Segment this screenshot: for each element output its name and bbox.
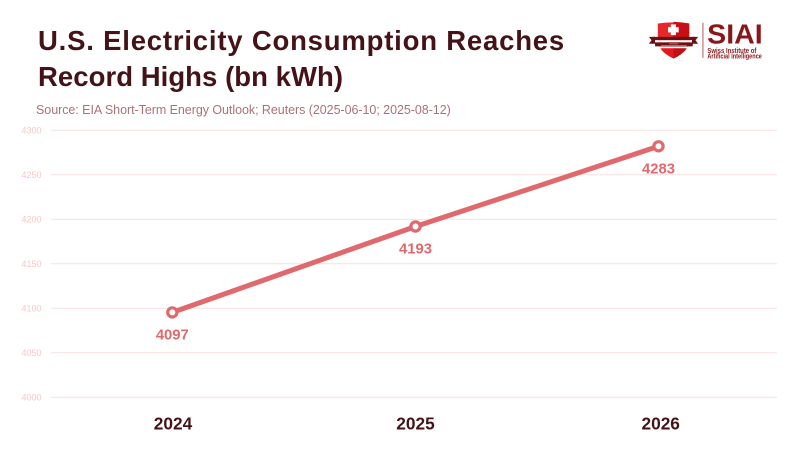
svg-text:Artificial Intelligence: Artificial Intelligence: [707, 53, 762, 60]
svg-text:4050: 4050: [21, 348, 41, 358]
svg-text:2025: 2025: [396, 414, 435, 434]
svg-text:4250: 4250: [21, 170, 41, 180]
svg-text:SIAI: SIAI: [707, 18, 763, 49]
svg-text:4097: 4097: [156, 328, 189, 344]
svg-text:4150: 4150: [21, 259, 41, 269]
svg-text:2024: 2024: [154, 414, 193, 434]
svg-text:2026: 2026: [641, 414, 679, 434]
svg-text:4200: 4200: [21, 214, 41, 224]
svg-text:4300: 4300: [21, 125, 41, 135]
svg-text:4283: 4283: [642, 161, 675, 177]
svg-text:4193: 4193: [399, 242, 432, 258]
svg-text:4000: 4000: [21, 392, 41, 402]
svg-text:Swiss Institute of: Swiss Institute of: [707, 48, 757, 55]
svg-text:4100: 4100: [21, 303, 41, 313]
